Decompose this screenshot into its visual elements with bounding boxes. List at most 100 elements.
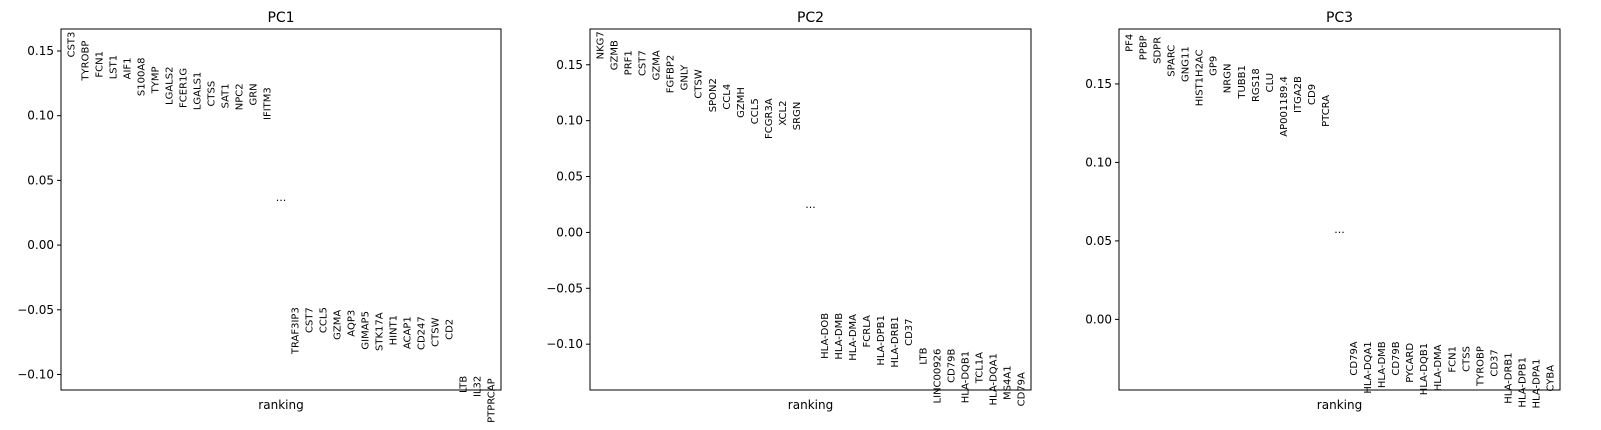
bottom-gene-label: HLA-DQB1	[960, 351, 971, 403]
bottom-gene-label: CD79A	[1017, 372, 1028, 406]
top-gene-label: CST7	[638, 50, 649, 76]
top-gene-label: FCGR3A	[764, 98, 775, 139]
x-axis-label: ranking	[788, 398, 833, 412]
top-gene-label: CLU	[1265, 73, 1276, 92]
bottom-gene-label: CD79A	[1349, 341, 1360, 375]
ellipsis-marker: ...	[1334, 223, 1345, 236]
top-gene-label: NPC2	[235, 83, 246, 110]
top-gene-label: GNG11	[1181, 46, 1192, 82]
top-gene-label: SRGN	[792, 102, 803, 131]
y-tick-label: −0.05	[17, 303, 54, 317]
bottom-gene-label: CTSS	[1461, 346, 1472, 372]
top-gene-label: PPBP	[1139, 35, 1150, 60]
top-gene-label: NRGN	[1223, 64, 1234, 94]
panel-title: PC3	[1326, 10, 1353, 26]
bottom-gene-label: MS4A1	[1002, 365, 1013, 400]
x-axis-label: ranking	[1317, 398, 1362, 412]
bottom-gene-label: CCL5	[319, 307, 330, 333]
top-gene-label: PRF1	[624, 50, 635, 75]
bottom-gene-label: IL32	[473, 376, 484, 397]
top-gene-label: LGALS1	[193, 72, 204, 110]
bottom-gene-label: PYCARD	[1405, 343, 1416, 383]
top-gene-label: GZMA	[652, 50, 663, 80]
y-tick-label: −0.10	[17, 367, 54, 381]
bottom-gene-label: CTSW	[431, 317, 442, 346]
top-gene-label: NKG7	[596, 31, 607, 59]
top-gene-label: CCL5	[750, 98, 761, 124]
top-gene-label: LGALS2	[165, 67, 176, 105]
top-gene-label: AP001189.4	[1279, 76, 1290, 137]
bottom-gene-label: HLA-DQA1	[1363, 341, 1374, 393]
y-tick-label: 0.10	[556, 114, 583, 128]
panel-title: PC2	[797, 10, 824, 26]
y-tick-label: 0.00	[556, 225, 583, 239]
top-gene-label: SAT1	[221, 83, 232, 108]
bottom-gene-label: LINC00926	[932, 349, 943, 404]
bottom-gene-label: HLA-DMA	[1433, 344, 1444, 391]
bottom-gene-label: GIMAP5	[361, 311, 372, 350]
y-tick-label: 0.00	[1085, 312, 1112, 326]
bottom-gene-label: STK17A	[375, 312, 386, 351]
top-gene-label: SPARC	[1167, 45, 1178, 77]
bottom-gene-label: LTB	[459, 376, 470, 393]
top-gene-label: FGFBP2	[666, 55, 677, 94]
top-gene-label: PF4	[1125, 34, 1136, 52]
y-tick-label: 0.10	[27, 109, 54, 123]
top-gene-label: TYROBP	[81, 41, 92, 82]
top-gene-label: FCN1	[95, 51, 106, 78]
bottom-gene-label: TRAF3IP3	[291, 307, 302, 355]
top-gene-label: FCER1G	[179, 68, 190, 108]
top-gene-label: GP9	[1209, 56, 1220, 76]
bottom-gene-label: HLA-DPB1	[876, 315, 887, 366]
bottom-gene-label: HLA-DMA	[848, 314, 859, 361]
y-tick-label: −0.10	[546, 337, 583, 351]
y-tick-label: −0.05	[546, 281, 583, 295]
bottom-gene-label: TCL1A	[974, 352, 985, 384]
y-tick-label: 0.15	[27, 44, 54, 58]
y-tick-label: 0.00	[27, 238, 54, 252]
bottom-gene-label: LTB	[918, 347, 929, 364]
axes-frame	[1118, 28, 1561, 391]
top-gene-label: IFITM3	[263, 87, 274, 120]
bottom-gene-label: GZMA	[333, 310, 344, 340]
top-gene-label: ITGA2B	[1293, 76, 1304, 113]
top-gene-label: AIF1	[123, 57, 134, 79]
bottom-gene-label: CST7	[305, 307, 316, 333]
top-gene-label: S100A8	[137, 57, 148, 96]
panel-pc1: PC1 ranking ... 0.15 0.10 0.05 0.00 −0.05 −0.…	[17, 10, 502, 423]
bottom-gene-label: CD79B	[1391, 341, 1402, 375]
bottom-gene-label: CD37	[904, 318, 915, 345]
top-gene-label: CTSS	[207, 81, 218, 107]
bottom-gene-label: HLA-DQA1	[988, 353, 999, 405]
top-gene-label: CST3	[67, 32, 78, 58]
bottom-gene-label: HLA-DMB	[1377, 341, 1388, 388]
bottom-gene-label: ACAP1	[403, 316, 414, 349]
y-tick-label: 0.10	[1085, 155, 1112, 169]
top-gene-label: LST1	[109, 55, 120, 79]
bottom-gene-label: HLA-DRB1	[1503, 352, 1514, 403]
x-axis-label: ranking	[258, 398, 303, 412]
top-gene-label: CD9	[1307, 84, 1318, 105]
bottom-gene-label: CD79B	[946, 349, 957, 383]
y-tick-label: 0.15	[1085, 77, 1112, 91]
bottom-gene-label: CYBA	[1546, 365, 1557, 392]
panel-pc2: PC2 ranking ... 0.15 0.10 0.05 0.00 −0.05 −0.…	[546, 10, 1032, 412]
bottom-gene-label: PTPRCAP	[487, 378, 498, 422]
bottom-gene-label: CD2	[445, 319, 456, 340]
bottom-gene-label: CD37	[1489, 349, 1500, 376]
bottom-gene-label: FCRLA	[862, 315, 873, 347]
top-gene-label: RGS18	[1251, 68, 1262, 102]
panel-title: PC1	[267, 10, 294, 26]
top-gene-label: PTCRA	[1321, 95, 1332, 127]
y-tick-label: 0.05	[27, 173, 54, 187]
axes-frame	[589, 28, 1032, 391]
top-gene-label: GRN	[249, 83, 260, 105]
top-gene-label: XCL2	[778, 101, 789, 126]
bottom-gene-label: HINT1	[389, 315, 400, 345]
bottom-gene-label: HLA-DOB	[820, 313, 831, 359]
top-gene-label: HIST1H2AC	[1195, 49, 1206, 106]
top-gene-label: SDPR	[1153, 37, 1164, 64]
top-gene-label: CCL4	[722, 84, 733, 110]
